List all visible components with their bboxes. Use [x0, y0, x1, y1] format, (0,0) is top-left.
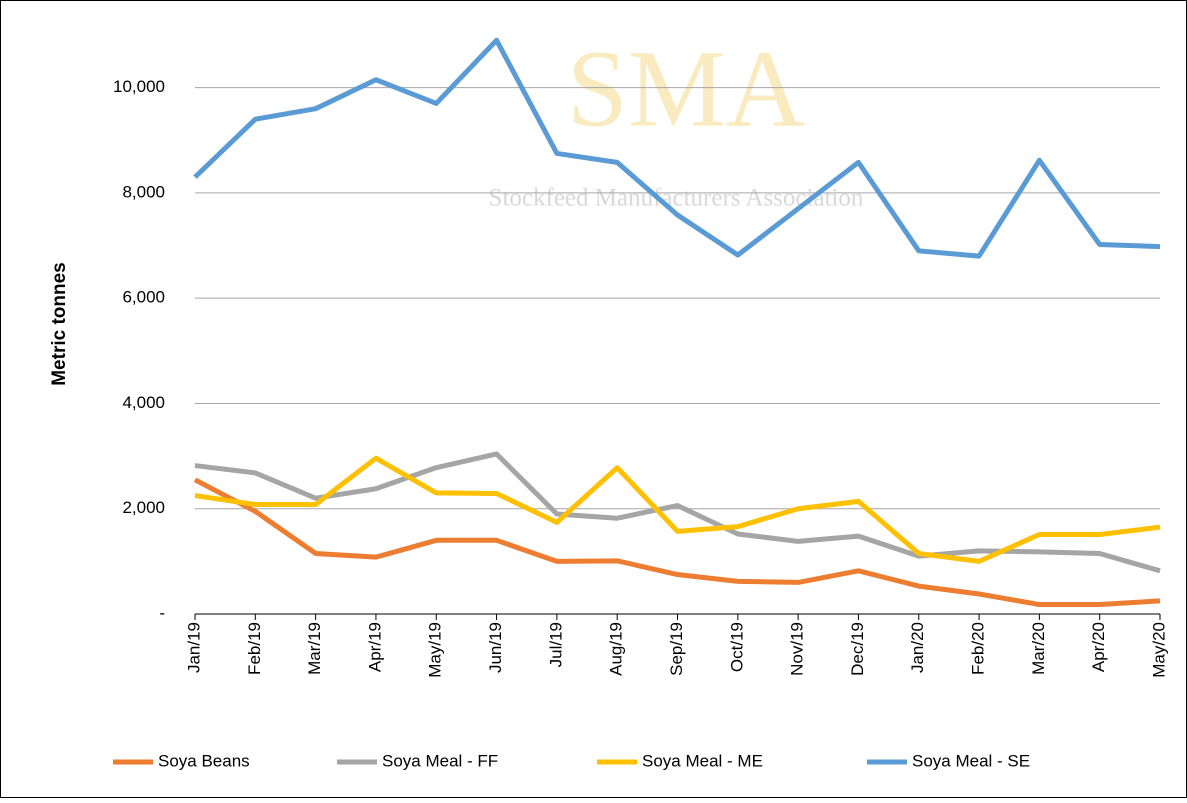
legend-label: Soya Meal - FF: [382, 751, 498, 770]
series-line: [193, 37, 1161, 259]
x-tick-label: Feb/19: [245, 622, 264, 675]
x-tick-label: May/20: [1149, 622, 1168, 678]
x-tick-label: Mar/19: [305, 622, 324, 675]
y-tick-label: -: [159, 603, 165, 622]
x-tick-label: Sep/19: [667, 622, 686, 676]
y-tick-label: 6,000: [122, 288, 165, 307]
x-tick-label: Feb/20: [969, 622, 988, 675]
x-tick-label: Jul/19: [546, 622, 565, 667]
x-tick-label: Oct/19: [727, 622, 746, 672]
x-tick-label: Nov/19: [788, 622, 807, 676]
x-tick-label: Jun/19: [486, 622, 505, 673]
watermark-title: SMA: [567, 27, 805, 149]
x-tick-label: Jan/19: [184, 622, 203, 673]
series-line: [194, 455, 1161, 564]
y-tick-label: 10,000: [113, 77, 165, 96]
x-tick-label: Dec/19: [848, 622, 867, 676]
x-tick-label: May/19: [426, 622, 445, 678]
x-tick-label: Apr/19: [365, 622, 384, 672]
legend-label: Soya Beans: [158, 751, 250, 770]
series-line: [193, 477, 1161, 608]
y-tick-label: 4,000: [122, 393, 165, 412]
x-tick-label: Apr/20: [1089, 622, 1108, 672]
y-axis-label: Metric tonnes: [49, 262, 70, 386]
legend-label: Soya Meal - ME: [642, 751, 763, 770]
x-tick-label: Mar/20: [1029, 622, 1048, 675]
y-tick-label: 8,000: [122, 182, 165, 201]
watermark-subtitle: Stockfeed Manufacturers Association: [489, 185, 864, 212]
legend-label: Soya Meal - SE: [912, 751, 1030, 770]
x-tick-label: Jan/20: [908, 622, 927, 673]
y-tick-label: 2,000: [122, 498, 165, 517]
x-tick-label: Aug/19: [607, 622, 626, 676]
